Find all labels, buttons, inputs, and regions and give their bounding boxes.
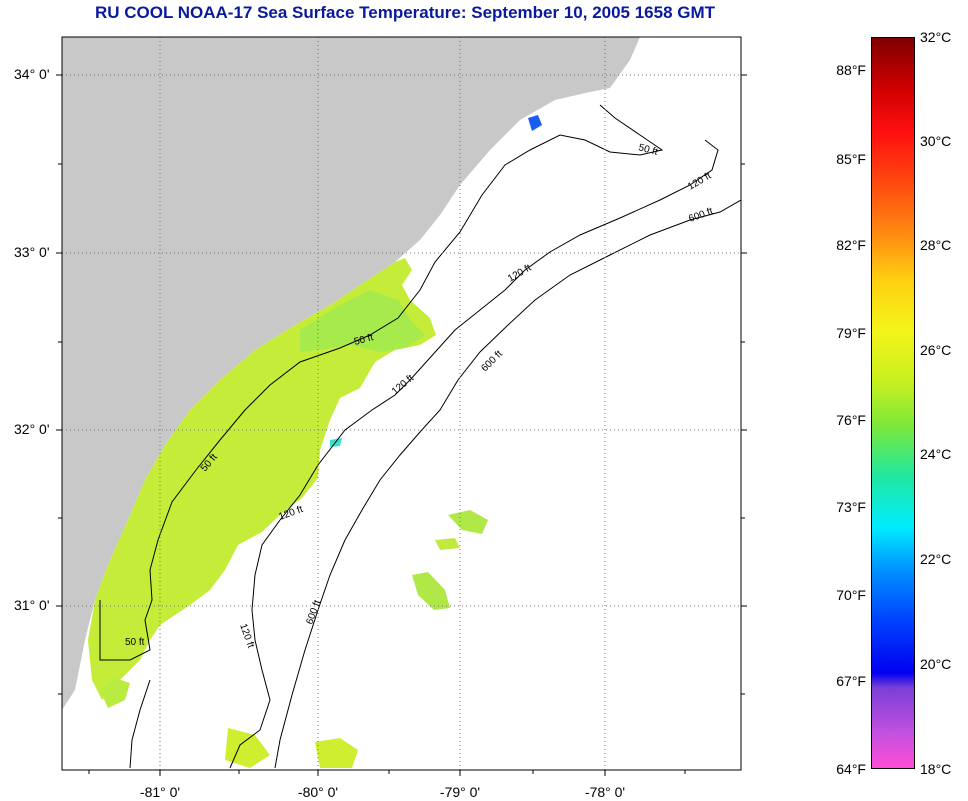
- colorbar-f-label: 88°F: [836, 62, 866, 78]
- colorbar-f-label: 76°F: [836, 412, 866, 428]
- contour-600ft: [274, 199, 741, 769]
- contour-label: 50 ft: [637, 142, 659, 158]
- contour-label: 50 ft: [125, 637, 145, 648]
- sst-patch-main: [88, 258, 436, 700]
- colorbar-f-label: 85°F: [836, 151, 866, 167]
- colorbar-f-label: 79°F: [836, 325, 866, 341]
- map-frame: [61, 36, 742, 771]
- latitude-label: 33° 0': [14, 244, 50, 260]
- contour-label: 50 ft: [353, 332, 375, 348]
- sst-patch-east3: [435, 538, 460, 550]
- temperature-colorbar: [871, 37, 915, 769]
- colorbar-c-label: 22°C: [920, 551, 952, 567]
- sst-patch-east2: [412, 572, 450, 610]
- map-title: RU COOL NOAA-17 Sea Surface Temperature:…: [94, 3, 716, 22]
- colorbar-f-label: 82°F: [836, 237, 866, 253]
- colorbar-f-label: 67°F: [836, 673, 866, 689]
- longitude-label: -81° 0': [139, 784, 181, 800]
- sst-patch-south2: [225, 728, 270, 768]
- contour-50ft-south: [129, 679, 151, 769]
- colorbar-f-label: 64°F: [836, 761, 866, 777]
- latitude-label: 31° 0': [14, 597, 50, 613]
- sst-patch-south: [100, 678, 130, 708]
- sst-patch-north: [300, 290, 425, 352]
- contour-50ft: [99, 104, 664, 661]
- sst-patch-blue: [528, 115, 542, 131]
- sst-patch-east1: [448, 510, 488, 534]
- latitude-label: 32° 0': [14, 421, 50, 437]
- colorbar-c-label: 28°C: [920, 237, 952, 253]
- colorbar-c-label: 26°C: [920, 342, 952, 358]
- colorbar-c-label: 30°C: [920, 133, 952, 149]
- land-mass: [62, 37, 640, 710]
- colorbar-c-label: 18°C: [920, 761, 952, 777]
- colorbar-f-label: 70°F: [836, 587, 866, 603]
- axis-ticks: [56, 74, 747, 776]
- colorbar-c-label: 24°C: [920, 446, 952, 462]
- contour-120ft: [229, 139, 719, 769]
- sst-patch-southeast: [315, 738, 358, 768]
- longitude-label: -78° 0': [584, 784, 626, 800]
- isobath-contours: [99, 104, 741, 769]
- colorbar-c-label: 32°C: [920, 29, 952, 45]
- colorbar-c-label: 20°C: [920, 656, 952, 672]
- longitude-label: -79° 0': [439, 784, 481, 800]
- longitude-label: -80° 0': [297, 784, 339, 800]
- latitude-label: 34° 0': [14, 66, 50, 82]
- colorbar-f-label: 73°F: [836, 499, 866, 515]
